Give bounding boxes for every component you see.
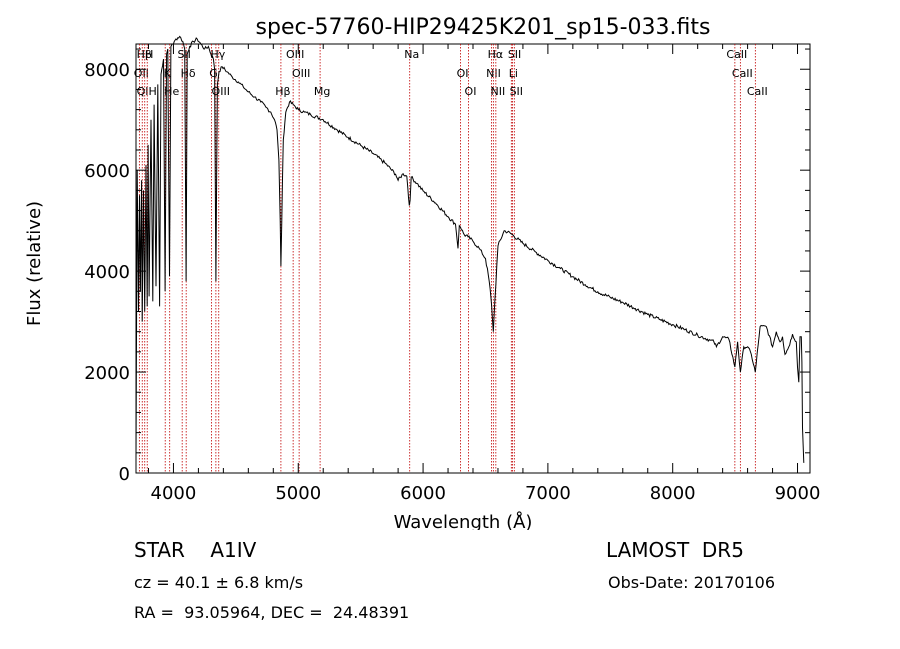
spectral-subclass: A1IV [210, 538, 257, 562]
observation-date: Obs-Date: 20170106 [608, 573, 776, 592]
line-marker-label: Na [404, 48, 419, 61]
line-marker-label: OI [465, 85, 477, 98]
line-marker-label: NII [490, 85, 505, 98]
line-marker-label: OII [134, 67, 149, 80]
line-marker-label: OIII [286, 48, 304, 61]
y-tick-label: 0 [119, 464, 130, 485]
line-marker-label: Hα [488, 48, 504, 61]
x-tick-label: 5000 [275, 483, 321, 504]
y-tick-label: 8000 [84, 60, 130, 81]
line-marker-label: CaII [732, 67, 753, 80]
line-marker-label: Hδ [181, 67, 196, 80]
x-tick-label: 4000 [151, 483, 197, 504]
line-marker-label: Hβ [275, 85, 290, 98]
y-tick-label: 6000 [84, 161, 130, 182]
spectral-line-markers: HβOIIQIHHKHeSIIHδOIIIHγGHβOIIIOIIIMgNaOI… [134, 44, 768, 473]
y-axis-ticks: 0 2000 4000 6000 8000 [84, 48, 810, 485]
x-axis-label: Wavelength (Å) [394, 511, 533, 530]
x-tick-label: 8000 [650, 483, 696, 504]
plot-frame [135, 43, 811, 474]
line-marker-label: SII [510, 85, 523, 98]
y-axis-label: Flux (relative) [24, 201, 45, 326]
object-classification: STAR A1IV [134, 538, 256, 562]
survey-label: LAMOST DR5 [606, 538, 744, 562]
object-type: STAR [134, 538, 185, 562]
line-marker-label: Hβ [137, 48, 152, 61]
line-marker-label: CaII [726, 48, 747, 61]
line-marker-label: G [209, 67, 218, 80]
y-tick-label: 2000 [84, 363, 130, 384]
line-marker-label: CaII [747, 85, 768, 98]
line-marker-label: NII [486, 67, 501, 80]
y-tick-label: 4000 [84, 262, 130, 283]
chart-title: spec-57760-HIP29425K201_sp15-033.fits [256, 15, 711, 40]
line-marker-label: OIII [212, 85, 230, 98]
line-marker-label: OI [457, 67, 469, 80]
line-marker-label: OIII [292, 67, 310, 80]
spectrum-plot: spec-57760-HIP29425K201_sp15-033.fits Hβ… [24, 15, 821, 530]
line-marker-label: Hγ [210, 48, 225, 61]
line-marker-label: Li [509, 67, 518, 80]
x-axis-ticks: 4000 5000 6000 7000 8000 9000 [147, 44, 821, 504]
line-marker-label: H [145, 48, 153, 61]
sky-coordinates: RA = 93.05964, DEC = 24.48391 [134, 603, 410, 622]
line-marker-label: QIH [137, 85, 157, 98]
line-marker-label: Mg [314, 85, 330, 98]
x-tick-label: 9000 [775, 483, 821, 504]
x-tick-label: 7000 [525, 483, 571, 504]
spectrum-line [135, 35, 805, 463]
redshift-velocity: cz = 40.1 ± 6.8 km/s [134, 573, 304, 592]
x-tick-label: 6000 [400, 483, 446, 504]
